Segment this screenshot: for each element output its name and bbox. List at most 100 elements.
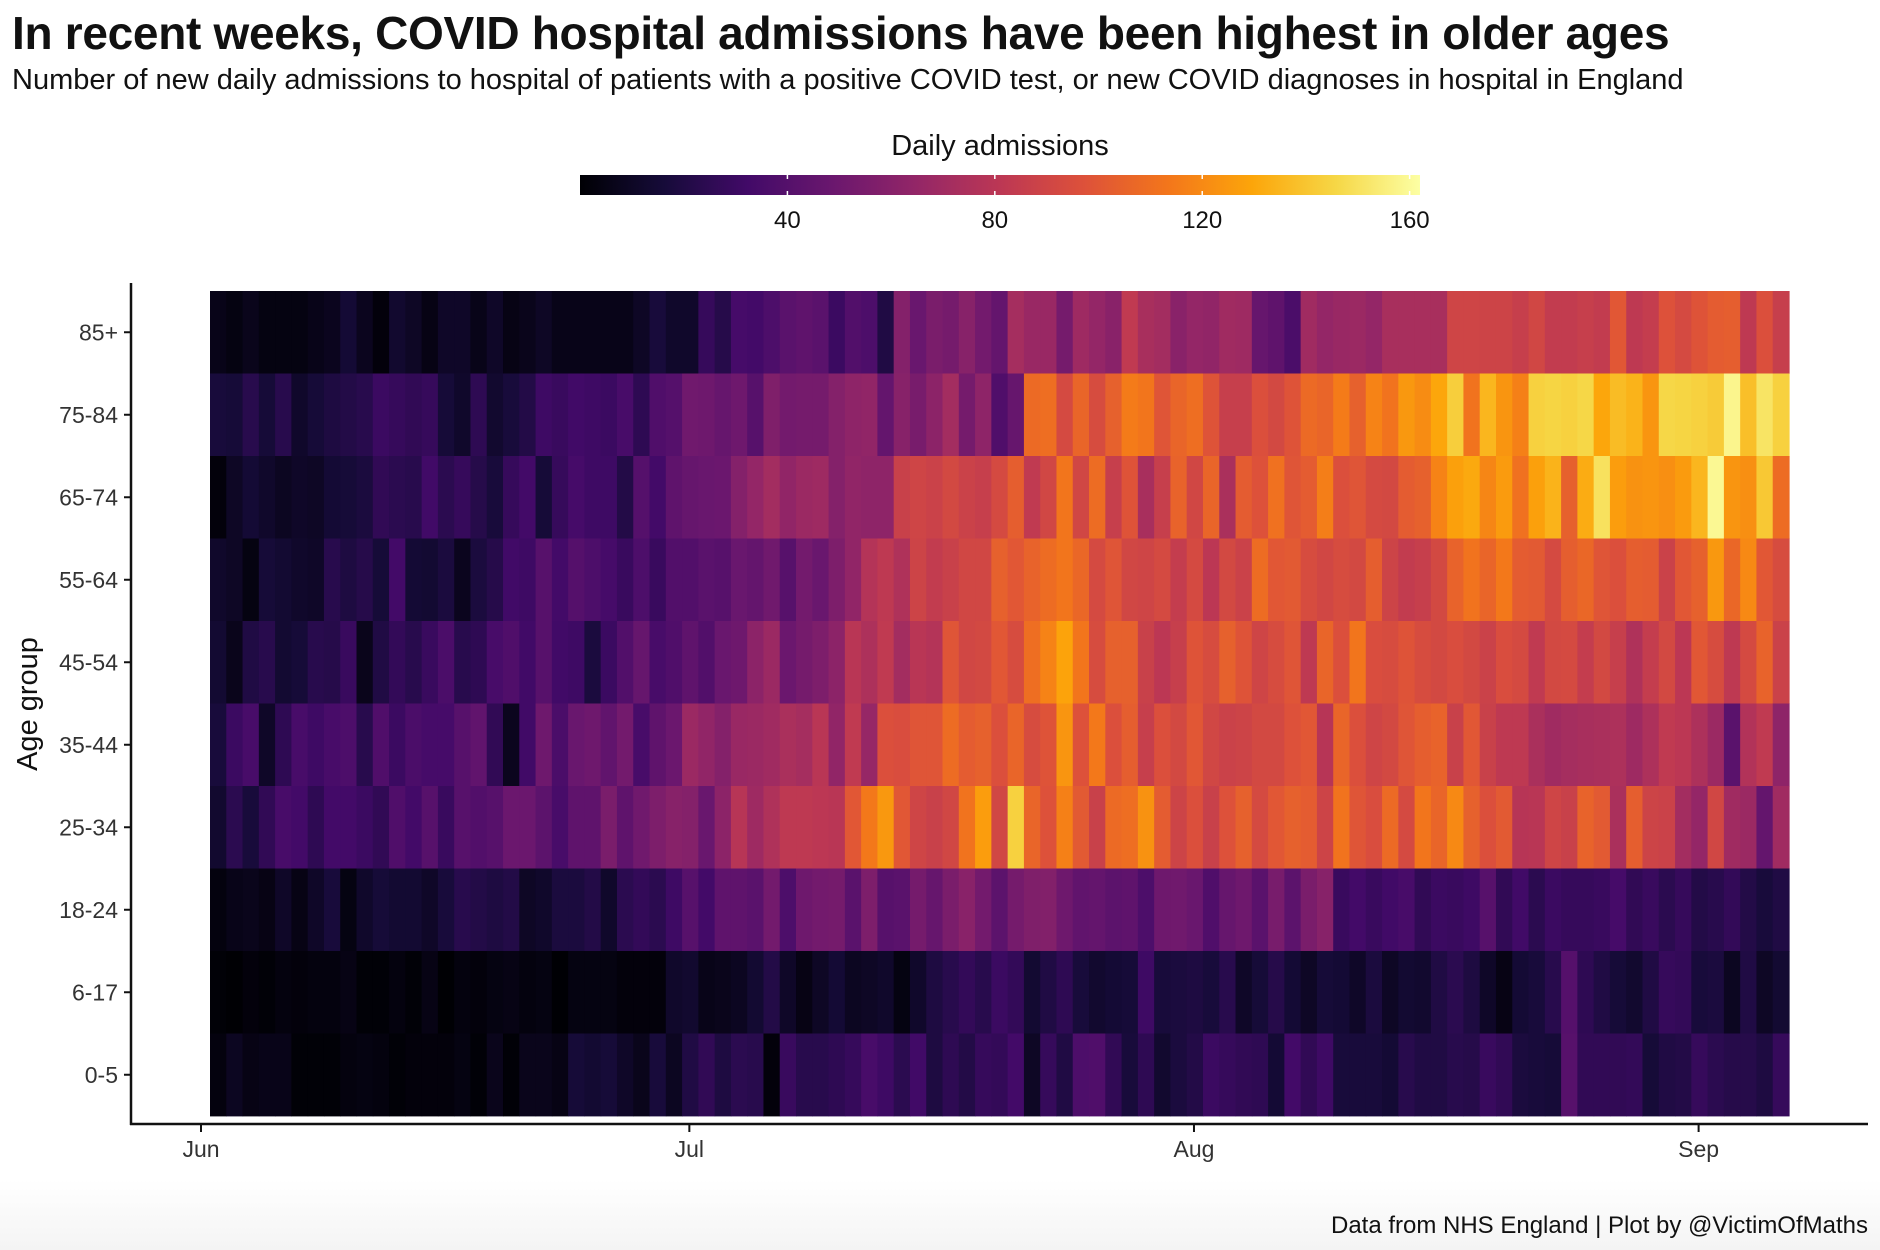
heatmap-cell bbox=[242, 786, 260, 869]
heatmap-cell bbox=[763, 291, 781, 374]
heatmap-cell bbox=[796, 786, 813, 869]
heatmap-cell bbox=[1202, 621, 1220, 704]
heatmap-cell bbox=[812, 456, 830, 539]
heatmap-cell bbox=[763, 1033, 781, 1117]
heatmap-cell bbox=[1007, 291, 1025, 374]
heatmap-cell bbox=[665, 538, 683, 622]
heatmap-cell bbox=[844, 456, 862, 539]
heatmap-cell bbox=[242, 621, 260, 704]
heatmap-cell bbox=[779, 373, 797, 457]
heatmap-cell bbox=[210, 538, 227, 622]
heatmap-cell bbox=[1642, 786, 1660, 869]
heatmap-cell bbox=[1447, 291, 1465, 374]
heatmap-cell bbox=[747, 456, 765, 539]
heatmap-cell bbox=[1186, 951, 1204, 1034]
heatmap-cell bbox=[779, 456, 797, 539]
heatmap-cell bbox=[210, 456, 227, 539]
heatmap-cell bbox=[1756, 703, 1774, 787]
heatmap-cell bbox=[551, 951, 569, 1034]
heatmap-cell bbox=[1561, 951, 1578, 1034]
heatmap-cell bbox=[1382, 703, 1399, 787]
heatmap-cell bbox=[1284, 621, 1302, 704]
heatmap-cell bbox=[421, 373, 439, 457]
heatmap-cell bbox=[1561, 291, 1578, 374]
heatmap-cell bbox=[1414, 703, 1432, 787]
heatmap-cell bbox=[1268, 868, 1285, 952]
heatmap-cell bbox=[1463, 951, 1481, 1034]
heatmap-cell bbox=[1772, 868, 1790, 952]
heatmap-cell bbox=[1398, 456, 1416, 539]
heatmap-cell bbox=[1202, 373, 1220, 457]
heatmap-cell bbox=[1268, 951, 1285, 1034]
heatmap-cell bbox=[698, 373, 716, 457]
heatmap-cell bbox=[730, 621, 748, 704]
heatmap-cell bbox=[1284, 703, 1302, 787]
heatmap-cell bbox=[389, 868, 406, 952]
heatmap-cell bbox=[340, 456, 358, 539]
heatmap-cell bbox=[958, 703, 976, 787]
heatmap-cell bbox=[1512, 621, 1530, 704]
heatmap-cell bbox=[1593, 703, 1611, 787]
heatmap-cell bbox=[1495, 538, 1513, 622]
heatmap-cell bbox=[1154, 703, 1172, 787]
heatmap-cell bbox=[1512, 456, 1530, 539]
heatmap-cell bbox=[1154, 291, 1172, 374]
heatmap-cell bbox=[1675, 621, 1692, 704]
heatmap-cell bbox=[1268, 786, 1285, 869]
heatmap-cell bbox=[1430, 621, 1448, 704]
heatmap-cell bbox=[1528, 373, 1546, 457]
heatmap-cell bbox=[1333, 951, 1351, 1034]
heatmap-cells bbox=[210, 291, 1790, 1117]
heatmap-cell bbox=[861, 373, 879, 457]
heatmap-cell bbox=[1105, 291, 1123, 374]
heatmap-cell bbox=[1691, 868, 1709, 952]
heatmap-cell bbox=[291, 868, 309, 952]
heatmap-cell bbox=[356, 703, 374, 787]
heatmap-cell bbox=[909, 951, 927, 1034]
heatmap-cell bbox=[1349, 621, 1367, 704]
heatmap-cell bbox=[568, 868, 585, 952]
heatmap-cell bbox=[698, 456, 716, 539]
heatmap-cell bbox=[1479, 703, 1497, 787]
heatmap-cell bbox=[1333, 621, 1351, 704]
heatmap-cell bbox=[1577, 951, 1595, 1034]
heatmap-cell bbox=[633, 868, 651, 952]
heatmap-cell bbox=[1756, 868, 1774, 952]
heatmap-cell bbox=[1284, 538, 1302, 622]
heatmap-cell bbox=[307, 538, 325, 622]
heatmap-cell bbox=[649, 868, 667, 952]
heatmap-cell bbox=[437, 703, 455, 787]
heatmap-cell bbox=[1430, 951, 1448, 1034]
heatmap-cell bbox=[698, 786, 716, 869]
heatmap-cell bbox=[323, 538, 341, 622]
heatmap-cell bbox=[1251, 703, 1269, 787]
heatmap-cell bbox=[372, 786, 390, 869]
heatmap-cell bbox=[1740, 291, 1758, 374]
heatmap-cell bbox=[763, 538, 781, 622]
heatmap-cell bbox=[665, 621, 683, 704]
heatmap-cell bbox=[307, 951, 325, 1034]
heatmap-cell bbox=[1707, 456, 1725, 539]
heatmap-cell bbox=[893, 1033, 911, 1117]
heatmap-cell bbox=[242, 291, 260, 374]
heatmap-cell bbox=[991, 538, 1009, 622]
heatmap-cell bbox=[828, 291, 846, 374]
heatmap-cell bbox=[1382, 456, 1399, 539]
heatmap-cell bbox=[926, 456, 944, 539]
heatmap-cell bbox=[926, 703, 944, 787]
heatmap-cell bbox=[1072, 456, 1090, 539]
heatmap-cell bbox=[1382, 538, 1399, 622]
heatmap-cell bbox=[1414, 373, 1432, 457]
heatmap-cell bbox=[1023, 703, 1041, 787]
heatmap-cell bbox=[698, 538, 716, 622]
heatmap-cell bbox=[1577, 621, 1595, 704]
heatmap-cell bbox=[1723, 621, 1741, 704]
heatmap-cell bbox=[1219, 786, 1237, 869]
heatmap-cell bbox=[600, 786, 618, 869]
heatmap-cell bbox=[1463, 291, 1481, 374]
heatmap-cell bbox=[1609, 786, 1627, 869]
heatmap-cell bbox=[779, 291, 797, 374]
heatmap-cell bbox=[1772, 786, 1790, 869]
heatmap-cell bbox=[258, 291, 276, 374]
heatmap-cell bbox=[1316, 621, 1334, 704]
